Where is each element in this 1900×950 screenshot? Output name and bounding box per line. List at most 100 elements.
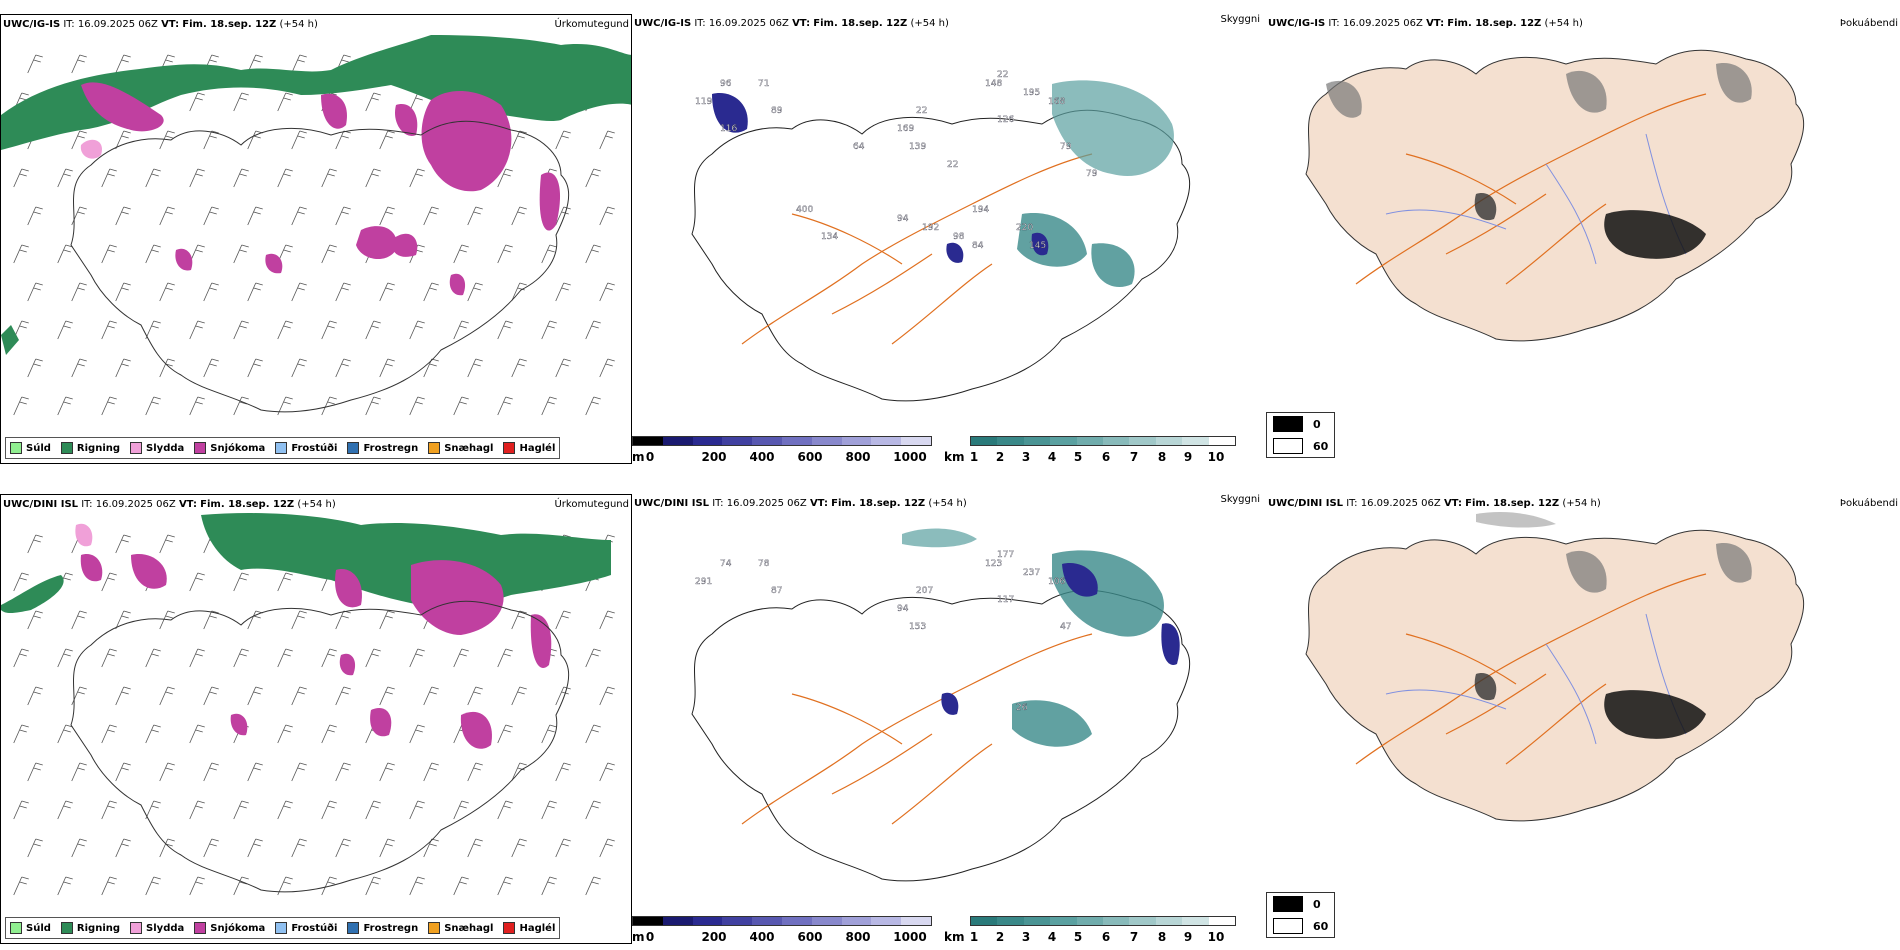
- legend-label: Frostúði: [291, 442, 338, 454]
- tick: 6: [1101, 450, 1111, 464]
- wind-barb: [71, 54, 87, 74]
- colorbar-bin: [692, 917, 723, 925]
- wind-barb: [555, 838, 571, 858]
- colorbar-bin: [1076, 437, 1104, 445]
- wind-barb: [71, 838, 87, 858]
- precip-panel-row1: UWC/IG-IS IT: 16.09.2025 06Z VT: Fim. 18…: [0, 14, 632, 464]
- wind-barb: [27, 282, 43, 302]
- legend-swatch: [503, 442, 516, 454]
- cloud-base-label: 291: [695, 577, 712, 587]
- panel-title: UWC/IG-IS IT: 16.09.2025 06Z VT: Fim. 18…: [634, 18, 949, 29]
- wind-barb: [115, 610, 131, 630]
- wind-barb: [379, 686, 395, 706]
- wind-barb: [599, 610, 615, 630]
- wind-barb: [115, 130, 131, 150]
- wind-barb: [57, 168, 73, 188]
- low-visibility-area: [1017, 213, 1087, 267]
- colorbar-bin: [722, 437, 753, 445]
- wind-barb: [277, 648, 293, 668]
- cloudy-area: [1604, 690, 1706, 739]
- colorbar-bin: [811, 917, 842, 925]
- wind-barb: [71, 206, 87, 226]
- cloud-base-label: 79: [1060, 142, 1072, 152]
- cloud-map-row2: 74 78 87 291 177 207 123 237 106 94 117 153 47 26: [691, 528, 1191, 882]
- tick: 1000: [893, 450, 927, 464]
- cloud-base-labels: 74 78 87 291 177 207 123 237 106 94 117 153 47 26: [695, 550, 1072, 713]
- panel-title: UWC/IG-IS IT: 16.09.2025 06Z VT: Fim. 18…: [3, 19, 318, 30]
- wind-barb: [189, 320, 205, 340]
- wind-barb: [467, 762, 483, 782]
- wind-barb: [497, 724, 513, 744]
- wind-barb: [101, 244, 117, 264]
- wind-barb: [277, 724, 293, 744]
- legend-label: Frostregn: [363, 442, 419, 454]
- snow-area: [530, 614, 552, 668]
- cloud-base-label: 139: [909, 142, 926, 152]
- legend-swatch: [10, 442, 22, 454]
- wind-barb: [145, 396, 161, 416]
- low-ceiling-area: [712, 93, 748, 133]
- coastline: [70, 600, 570, 893]
- cloud-base-label: 84: [972, 241, 984, 251]
- wind-barb: [159, 130, 175, 150]
- wind-barb: [27, 762, 43, 782]
- wind-barb: [365, 92, 381, 112]
- wind-barb: [365, 876, 381, 896]
- wind-barb: [189, 648, 205, 668]
- wind-barb: [233, 572, 249, 592]
- tick: 3: [1021, 450, 1031, 464]
- tick: 200: [701, 450, 727, 464]
- cloud-base-label: 119: [695, 97, 712, 107]
- colorbar-bin: [1208, 917, 1236, 925]
- wind-barb: [497, 648, 513, 668]
- tick: 0: [645, 930, 655, 944]
- wind-barb: [321, 168, 337, 188]
- legend-swatch: [1273, 896, 1303, 912]
- wind-barb: [203, 838, 219, 858]
- wind-barb: [541, 320, 557, 340]
- wind-barb: [115, 54, 131, 74]
- panel-title: UWC/DINI ISL IT: 16.09.2025 06Z VT: Fim.…: [3, 499, 336, 510]
- legend-label: Slydda: [146, 922, 185, 934]
- cloud-base-label: 94: [897, 604, 909, 614]
- legend-item: Súld: [10, 922, 51, 934]
- legend-label: Haglél: [519, 442, 556, 454]
- low-ceiling-area: [1161, 623, 1180, 665]
- legend-swatch: [60, 922, 73, 934]
- wind-barb: [13, 800, 29, 820]
- roads: [741, 153, 1093, 345]
- cloud-base-label: 22: [997, 70, 1008, 80]
- wind-barb: [247, 282, 263, 302]
- visibility-unit: km: [944, 450, 965, 464]
- wind-barb: [159, 358, 175, 378]
- wind-barb: [101, 168, 117, 188]
- wind-barb: [115, 282, 131, 302]
- wind-barb: [291, 838, 307, 858]
- wind-barb: [27, 610, 43, 630]
- wind-barb: [511, 762, 527, 782]
- wind-barb: [13, 876, 29, 896]
- colorbar-bin: [1103, 917, 1130, 925]
- wind-barb: [335, 130, 351, 150]
- wind-barb: [189, 396, 205, 416]
- tick: 600: [797, 450, 823, 464]
- wind-barb: [159, 762, 175, 782]
- wind-barb: [511, 686, 527, 706]
- legend-swatch: [194, 922, 207, 934]
- wind-barb: [203, 686, 219, 706]
- wind-barb: [585, 724, 601, 744]
- legend-swatch: [275, 442, 288, 454]
- wind-barb: [467, 206, 483, 226]
- tick: 800: [845, 930, 871, 944]
- rain-area: [1, 325, 19, 355]
- colorbar-bin: [871, 437, 902, 445]
- visibility-colorbar: km 1 2 3 4 5 6 7 8 9 10: [944, 916, 1254, 944]
- tick: 3: [1021, 930, 1031, 944]
- wind-barb: [71, 762, 87, 782]
- land: [1305, 49, 1805, 342]
- tick: 1: [969, 450, 979, 464]
- wind-barb: [585, 168, 601, 188]
- wind-barb: [27, 54, 43, 74]
- cloud-base-label: 74: [720, 559, 732, 569]
- ceiling-colorbar-strip: [632, 436, 932, 446]
